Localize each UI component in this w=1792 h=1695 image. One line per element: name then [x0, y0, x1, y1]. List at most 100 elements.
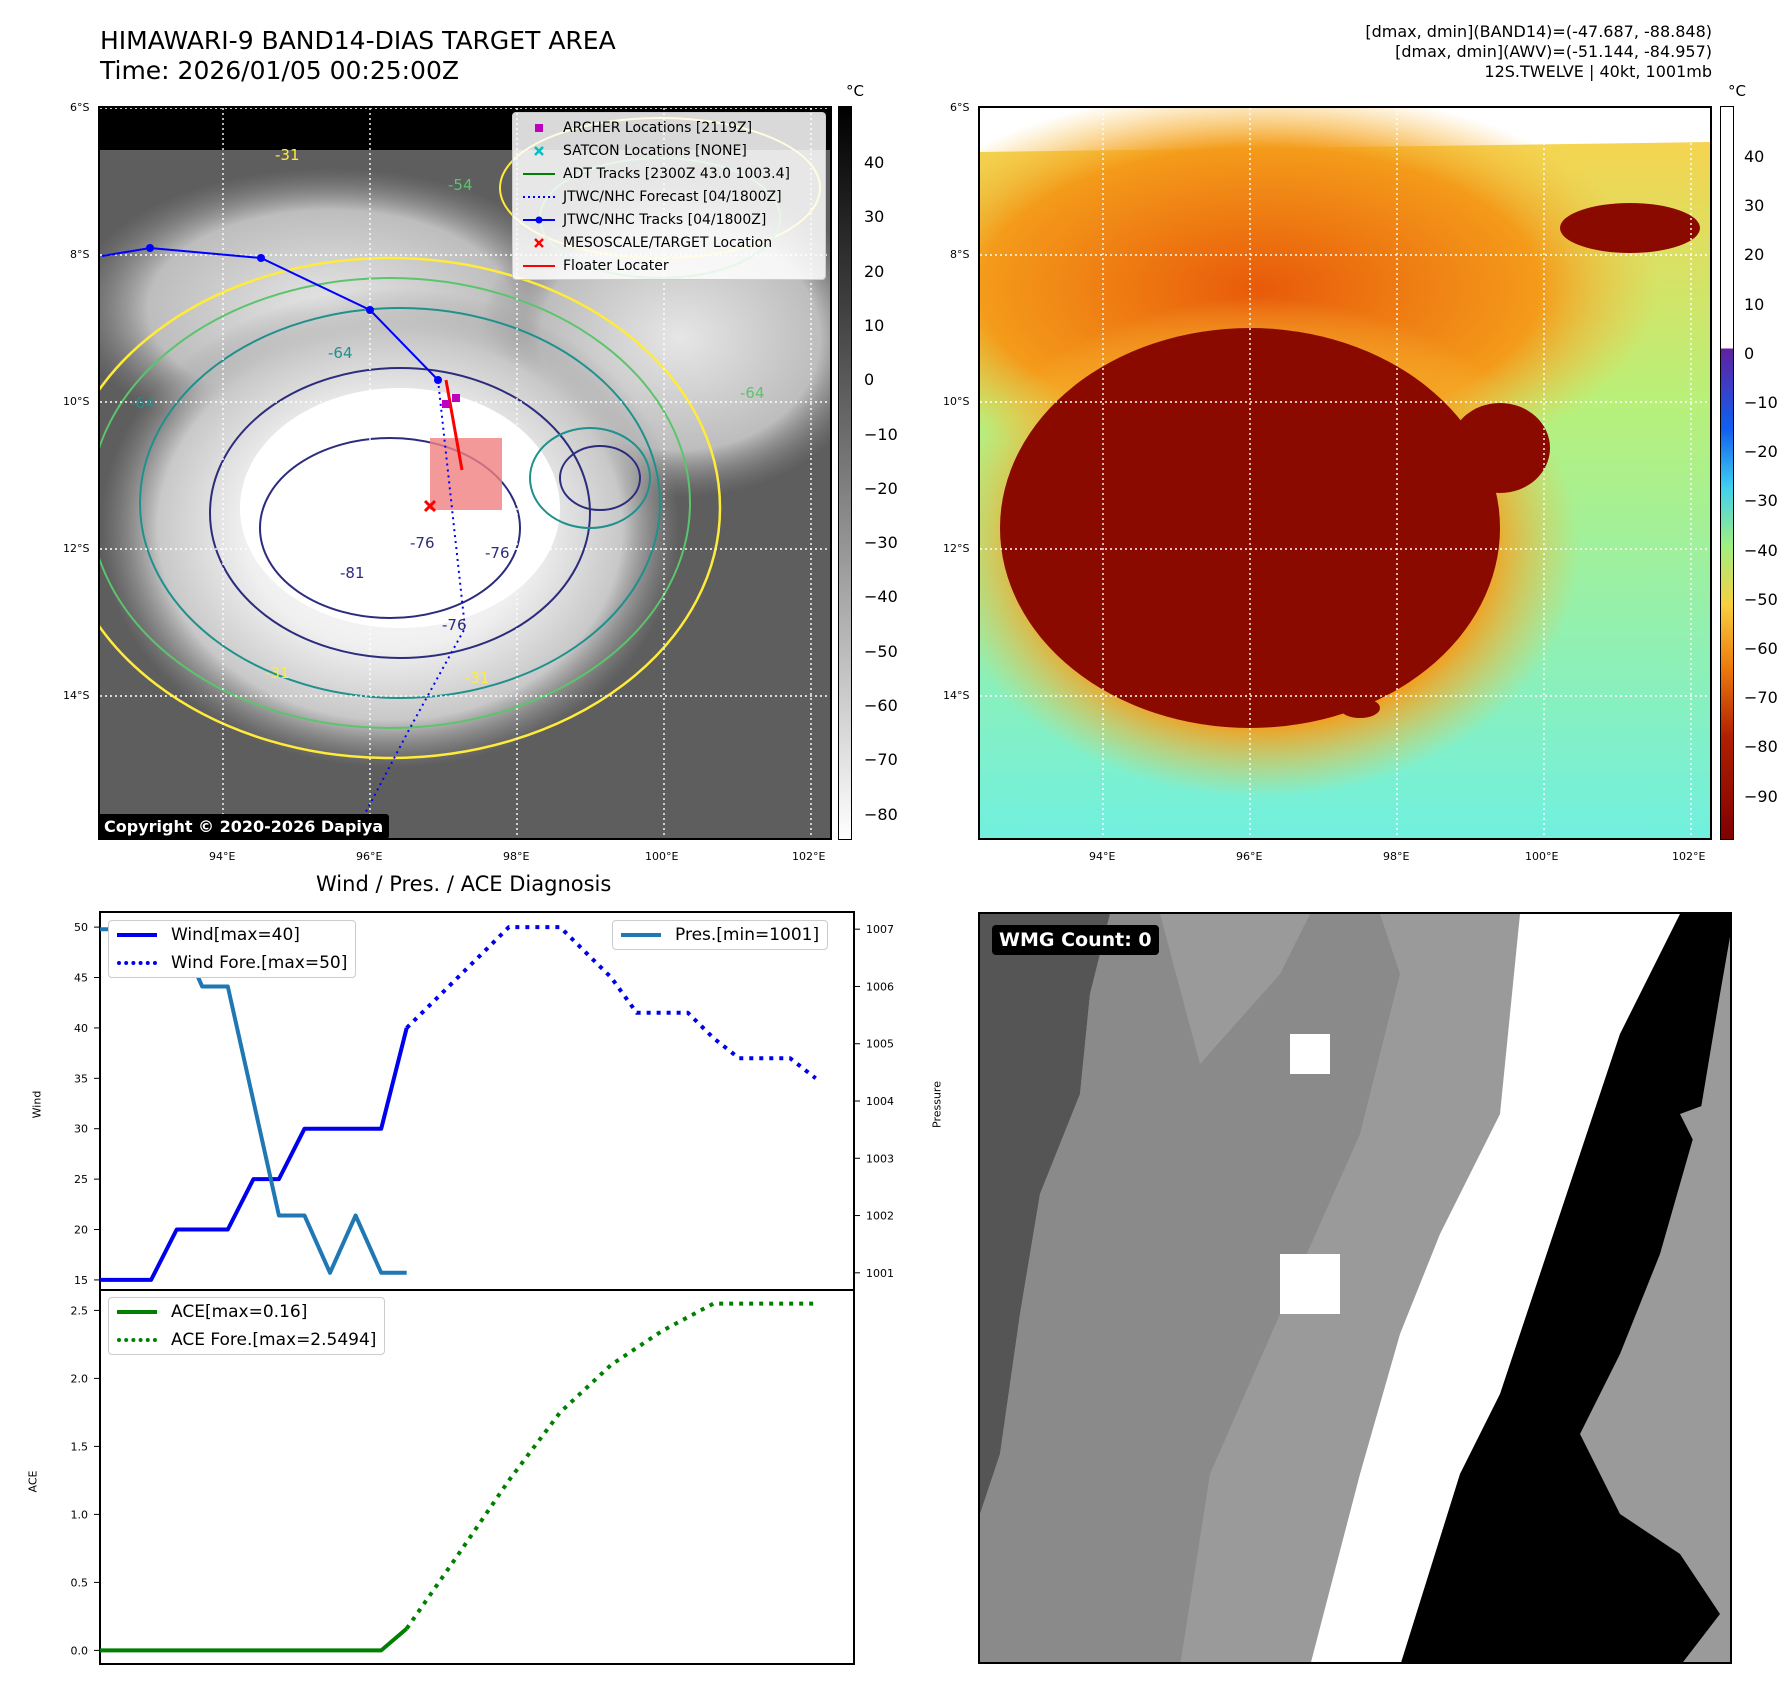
awv-map-canvas: [980, 108, 1710, 838]
awv-lon-label-98e: 98°E: [1383, 850, 1410, 863]
stats-awv: [dmax, dmin](AWV)=(-51.144, -84.957): [1395, 42, 1712, 61]
ace-ytick-label-3: 1.5: [71, 1440, 89, 1453]
right-colorbar-tick-9: −50: [1744, 589, 1778, 609]
awv-lat-label-12s: 12°S: [943, 542, 970, 555]
ace-ytick-label-2: 1.0: [71, 1508, 89, 1521]
awv-map-panel: [978, 106, 1712, 840]
legend-item-mesoscale: MESOSCALE/TARGET Location: [513, 233, 825, 253]
left-colorbar-tick-7: −30: [864, 533, 898, 553]
wind-legend: Wind[max=40] Wind Fore.[max=50]: [108, 920, 357, 978]
awv-lon-label-102e: 102°E: [1672, 850, 1706, 863]
contour-label-8: -81: [340, 564, 365, 582]
pressure-axis-title: Pressure: [930, 1081, 944, 1128]
pressure-legend: Pres.[min=1001]: [612, 920, 829, 950]
contour-label-5: -64: [740, 384, 765, 402]
wind-ytick-label-1: 20: [74, 1224, 88, 1237]
ace-axis-title: ACE: [26, 1470, 40, 1493]
floater-locater: [444, 379, 464, 471]
left-colorbar-tick-9: −50: [864, 641, 898, 661]
pressure-ytick-label-2: 1003: [866, 1152, 894, 1165]
pressure-ytick-label-6: 1007: [866, 923, 894, 936]
awv-gridlines: [980, 108, 1710, 838]
right-colorbar-tick-6: −20: [1744, 442, 1778, 462]
left-colorbar-tick-1: 30: [864, 207, 885, 227]
right-colorbar-tick-8: −40: [1744, 540, 1778, 560]
lat-label-12s: 12°S: [63, 542, 90, 555]
awv-lon-label-100e: 100°E: [1525, 850, 1559, 863]
lon-label-98e: 98°E: [503, 850, 530, 863]
wmg-white-patch-1: [1290, 1034, 1330, 1074]
contour-label-4: -64: [130, 394, 155, 412]
wmg-count-badge: WMG Count: 0: [992, 925, 1159, 955]
legend-ace: ACE[max=0.16]: [109, 1298, 384, 1326]
right-colorbar-tick-13: −90: [1744, 786, 1778, 806]
wind-axis-title: Wind: [30, 1090, 44, 1119]
left-colorbar-unit: °C: [846, 82, 864, 100]
copyright-badge: Copyright © 2020-2026 Dapiya: [98, 814, 390, 839]
stats-band14: [dmax, dmin](BAND14)=(-47.687, -88.848): [1365, 22, 1712, 41]
left-colorbar-tick-10: −60: [864, 696, 898, 715]
pressure-series-line: [100, 927, 407, 1275]
awv-lat-label-10s: 10°S: [943, 395, 970, 408]
contour-label-6: -76: [410, 534, 435, 552]
right-colorbar-tick-1: 30: [1744, 196, 1765, 216]
contour-label-3: -64: [328, 344, 353, 362]
contour-teal: [139, 307, 661, 699]
pressure-ytick-label-3: 1004: [866, 1095, 894, 1108]
legend-item-adt: ADT Tracks [2300Z 43.0 1003.4]: [523, 166, 790, 182]
contour-east-cell-inner: [559, 445, 641, 511]
awv-lon-label-94e: 94°E: [1089, 850, 1116, 863]
archer-point-1: [442, 400, 450, 408]
contour-label-1: -31: [275, 146, 300, 164]
ace-panel-frame: [99, 1289, 855, 1665]
mesoscale-target-marker: [423, 499, 437, 513]
right-colorbar-tick-11: −70: [1744, 688, 1778, 708]
right-colorbar-tick-12: −80: [1744, 737, 1778, 757]
right-colorbar-tick-0: 40: [1744, 147, 1765, 166]
awv-cold-cell-east: [1450, 403, 1550, 493]
wind-ytick-label-7: 50: [74, 921, 88, 934]
map-legend: ARCHER Locations [2119Z] SATCON Location…: [512, 112, 826, 280]
lat-label-6s: 6°S: [70, 101, 90, 114]
right-colorbar-tick-7: −30: [1744, 491, 1778, 511]
left-colorbar-tick-2: 20: [864, 261, 885, 281]
right-colorbar-tick-2: 20: [1744, 245, 1765, 265]
left-colorbar-tick-5: −10: [864, 424, 898, 444]
right-colorbar-tick-3: 10: [1744, 294, 1765, 314]
right-colorbar: [1720, 106, 1734, 840]
contour-green: [100, 277, 691, 729]
legend-wind-forecast: Wind Fore.[max=50]: [109, 949, 355, 977]
wmg-mid-gray-region: [980, 914, 1400, 1662]
legend-item-floater: Floater Locater: [523, 258, 669, 274]
right-colorbar-tick-4: 0: [1744, 343, 1755, 363]
contour-label-10: -31: [265, 664, 290, 682]
ace-ytick-label-5: 2.5: [71, 1304, 89, 1317]
contour-navy-inner: [259, 437, 521, 619]
lat-label-14s: 14°S: [63, 689, 90, 702]
pressure-ytick-label-5: 1006: [866, 980, 894, 993]
lon-label-102e: 102°E: [792, 850, 826, 863]
ace-series-line: [100, 1627, 408, 1653]
wind-ytick-label-2: 25: [74, 1173, 88, 1186]
wmg-panel: [978, 912, 1732, 1664]
ace-forecast-series-line: [405, 1301, 816, 1630]
left-colorbar: [838, 106, 852, 840]
title-line-2: Time: 2026/01/05 00:25:00Z: [100, 56, 459, 85]
jtwc-forecast-line: [350, 379, 467, 838]
wind-ytick-label-3: 30: [74, 1123, 88, 1136]
legend-wind: Wind[max=40]: [109, 921, 355, 949]
contour-yellow-outer: [100, 256, 722, 760]
pressure-ytick-label-0: 1001: [866, 1267, 894, 1280]
left-colorbar-tick-0: 40: [864, 153, 885, 172]
lon-label-94e: 94°E: [209, 850, 236, 863]
map-gridlines: [100, 108, 830, 838]
contour-label-7: -76: [485, 544, 510, 562]
contour-label-11: -31: [465, 669, 490, 687]
left-colorbar-tick-3: 10: [864, 315, 885, 335]
wind-ytick-label-6: 45: [74, 972, 88, 985]
contour-labels: -31 -54 -64 -64 -64 -76 -76 -81 -76 -31 …: [130, 146, 765, 687]
wmg-light-gray-edge: [1680, 1095, 1730, 1531]
awv-cold-cell-south: [1340, 698, 1380, 718]
wmg-white-patch-2: [1280, 1254, 1340, 1314]
legend-pressure: Pres.[min=1001]: [613, 921, 827, 949]
